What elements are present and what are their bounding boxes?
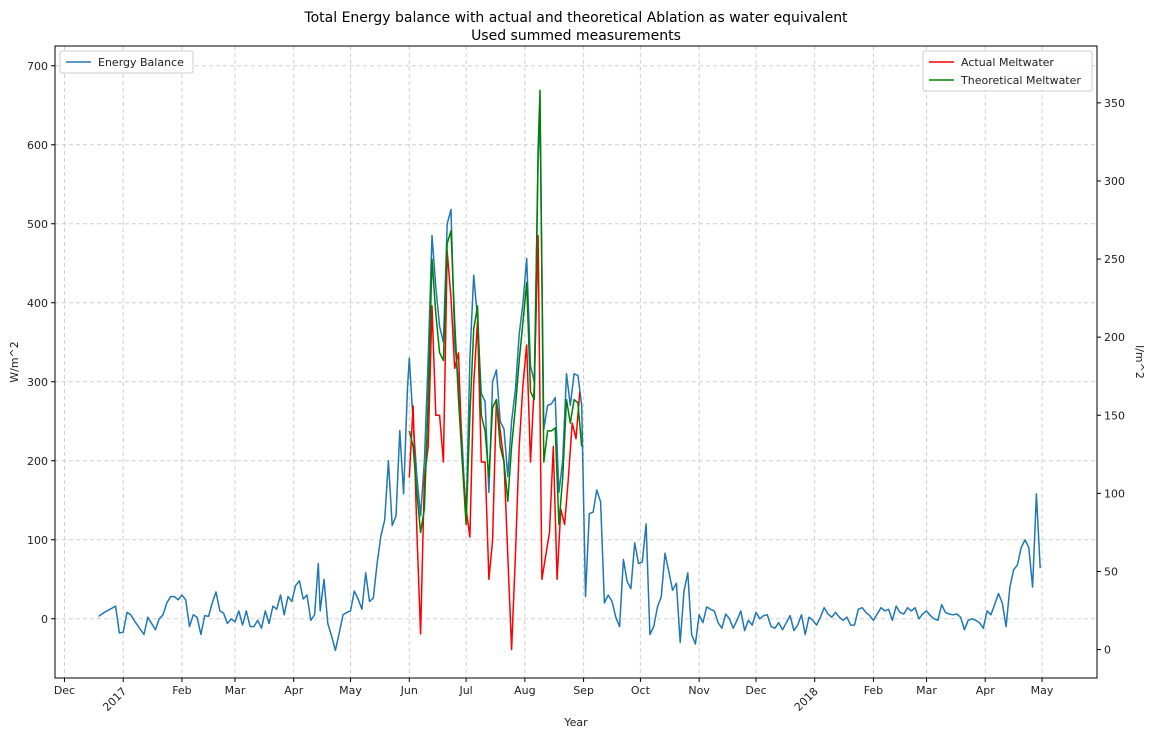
x-tick-label: Mar	[916, 684, 937, 697]
x-tick-label: Feb	[172, 684, 191, 697]
x-tick-label: Jun	[400, 684, 418, 697]
left-y-tick-label: 300	[27, 376, 48, 389]
right-y-tick-label: 300	[1104, 175, 1125, 188]
legend-label-energy-balance: Energy Balance	[98, 56, 184, 69]
left-y-tick-label: 500	[27, 218, 48, 231]
chart-subtitle: Used summed measurements	[471, 28, 681, 44]
grid-lines	[55, 46, 1097, 678]
x-tick-label: May	[1031, 684, 1054, 697]
left-y-tick-label: 100	[27, 534, 48, 547]
x-axis-label: Year	[563, 716, 588, 729]
x-tick-label: Mar	[225, 684, 246, 697]
legend-right-box	[922, 50, 1093, 92]
legend-left-box	[59, 50, 194, 74]
plot-frame	[54, 45, 1098, 679]
legend-label-actual-meltwater: Actual Meltwater	[961, 56, 1054, 69]
right-y-tick-label: 150	[1104, 409, 1125, 422]
right-y-tick-label: 50	[1104, 565, 1118, 578]
right-y-axis-label: l/m^2	[1133, 345, 1146, 379]
series-layer	[98, 89, 1041, 652]
x-tick-label: 2018	[792, 685, 821, 714]
left-y-tick-label: 400	[27, 297, 48, 310]
series-line-theoretical-meltwater	[408, 89, 583, 534]
x-tick-label: Jul	[458, 684, 472, 697]
right-y-tick-label: 350	[1104, 97, 1125, 110]
x-tick-label: Sep	[573, 684, 594, 697]
x-tick-label: May	[339, 684, 362, 697]
legend-right: Actual Meltwater Theoretical Meltwater	[922, 50, 1093, 92]
left-y-tick-label: 700	[27, 60, 48, 73]
x-tick-label: Oct	[631, 684, 651, 697]
right-y-tick-label: 200	[1104, 331, 1125, 344]
x-tick-label: Dec	[54, 684, 75, 697]
right-y-tick-label: 0	[1104, 644, 1111, 657]
left-y-tick-label: 200	[27, 455, 48, 468]
series-line-energy-balance	[98, 112, 1041, 652]
x-tick-label: 2017	[100, 685, 129, 714]
left-y-axis: 0 100 200 300 400 500 600 700	[27, 60, 55, 626]
right-y-axis: 0 50 100 150 200 250 300 350	[1097, 97, 1125, 657]
x-tick-label: Nov	[688, 684, 710, 697]
x-tick-label: Feb	[864, 684, 883, 697]
left-y-axis-label: W/m^2	[8, 341, 21, 383]
series-line-actual-meltwater	[408, 234, 581, 651]
x-tick-label: Aug	[514, 684, 535, 697]
left-y-tick-label: 600	[27, 139, 48, 152]
chart-title: Total Energy balance with actual and the…	[303, 10, 848, 26]
right-y-tick-label: 250	[1104, 253, 1125, 266]
legend-left: Energy Balance	[59, 50, 194, 74]
x-tick-label: Apr	[284, 684, 304, 697]
x-tick-label: Apr	[976, 684, 996, 697]
x-axis: Dec 2017 Feb Mar Apr May Jun Jul Aug Sep Oct Nov Dec…	[54, 678, 1054, 714]
legend-label-theoretical-meltwater: Theoretical Meltwater	[960, 74, 1081, 87]
x-tick-label: Dec	[745, 684, 766, 697]
right-y-tick-label: 100	[1104, 487, 1125, 500]
left-y-tick-label: 0	[41, 613, 48, 626]
